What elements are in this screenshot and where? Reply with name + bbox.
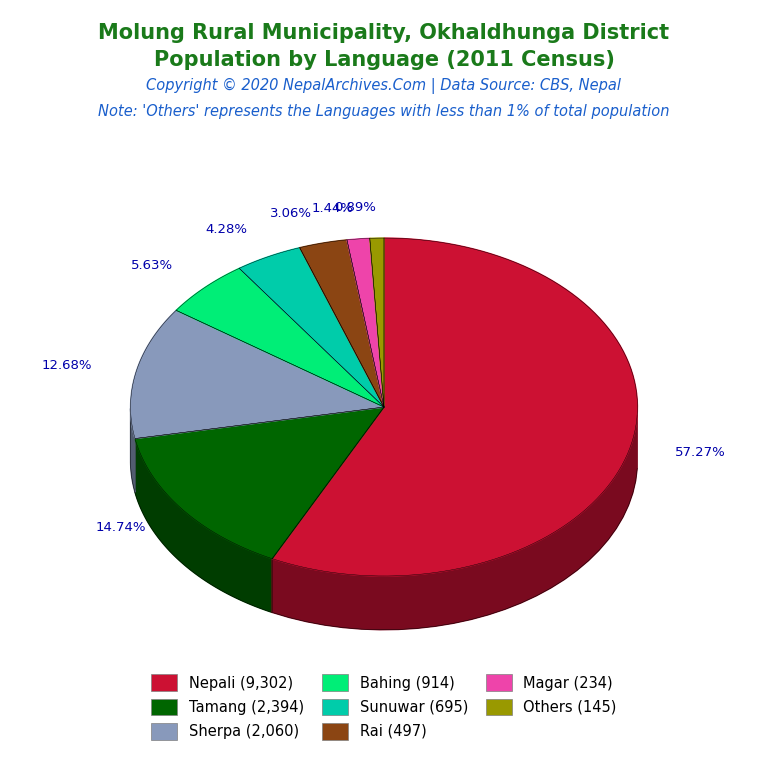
Text: 14.74%: 14.74% bbox=[95, 521, 146, 535]
Text: Population by Language (2011 Census): Population by Language (2011 Census) bbox=[154, 50, 614, 70]
Polygon shape bbox=[300, 240, 384, 407]
Text: 0.89%: 0.89% bbox=[334, 201, 376, 214]
Polygon shape bbox=[131, 409, 135, 492]
Polygon shape bbox=[369, 238, 384, 407]
Polygon shape bbox=[131, 310, 384, 439]
Text: 4.28%: 4.28% bbox=[206, 223, 247, 236]
Polygon shape bbox=[272, 238, 637, 576]
Polygon shape bbox=[240, 248, 384, 407]
Text: 1.44%: 1.44% bbox=[312, 202, 354, 215]
Polygon shape bbox=[176, 268, 384, 407]
Text: Molung Rural Municipality, Okhaldhunga District: Molung Rural Municipality, Okhaldhunga D… bbox=[98, 23, 670, 43]
Text: Copyright © 2020 NepalArchives.Com | Data Source: CBS, Nepal: Copyright © 2020 NepalArchives.Com | Dat… bbox=[147, 78, 621, 94]
Polygon shape bbox=[135, 439, 272, 612]
Text: 57.27%: 57.27% bbox=[675, 445, 726, 458]
Polygon shape bbox=[347, 238, 384, 407]
Legend: Nepali (9,302), Tamang (2,394), Sherpa (2,060), Bahing (914), Sunuwar (695), Rai: Nepali (9,302), Tamang (2,394), Sherpa (… bbox=[145, 669, 623, 746]
Text: 3.06%: 3.06% bbox=[270, 207, 312, 220]
Text: 5.63%: 5.63% bbox=[131, 260, 173, 273]
Text: Note: 'Others' represents the Languages with less than 1% of total population: Note: 'Others' represents the Languages … bbox=[98, 104, 670, 119]
Polygon shape bbox=[272, 415, 637, 630]
Polygon shape bbox=[135, 407, 384, 558]
Text: 12.68%: 12.68% bbox=[41, 359, 91, 372]
